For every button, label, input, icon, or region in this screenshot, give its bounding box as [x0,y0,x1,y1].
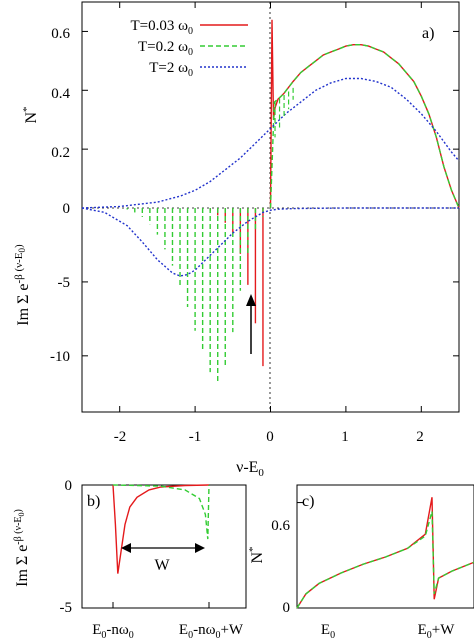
ytick-label: 0 [65,478,73,494]
legend: T=0.03 ω0 T=0.2 ω0 T=2 ω0 [131,18,248,79]
legend-entry: T=0.03 ω0 [131,18,194,37]
ytick-label: 0.6 [51,26,70,42]
panel-b-line-0 [112,484,210,574]
w-label: W [154,557,170,574]
panel-a: 0.6 0.4 0.2 0 -5 -10 -2 -1 0 1 2 ν-E0 N*… [13,1,460,479]
ytick-label: 0.4 [51,86,70,102]
nstar-line-t-2-0 [81,77,460,209]
panel-b-line-1 [112,484,210,540]
panel-a-ticks [82,2,459,412]
nstar-line-t-0-2-0 [269,44,460,209]
ytick-label: 0.6 [271,518,290,534]
xtick-label: -1 [189,429,202,445]
panel-c-line-1 [296,511,474,609]
width-arrow [121,543,205,553]
y-axis-label-imsigma: Im Σ e-β (ν-E0) [13,244,32,326]
panel-b-data [112,484,210,608]
xtick-label: E0-nω0 [92,622,134,641]
panel-a-label: a) [422,25,434,42]
legend-entry: T=0.2 ω0 [138,39,193,58]
imsigma-line-t-2-0 [81,207,459,277]
ytick-label: 0.2 [51,145,70,161]
xtick-label: E0+W [418,622,456,641]
xtick-label: E0 [321,622,335,641]
panel-b: 0 -5 b) W Im Σ e-β (ν-E0) E0-nω0 E0-nω0+… [13,478,247,641]
panel-c-data [296,497,474,609]
xtick-label: 2 [416,429,424,445]
panel-b-y-label: Im Σ e-β (ν-E0) [13,509,31,587]
panel-c-line-0 [296,497,474,609]
legend-entry: T=2 ω0 [149,60,193,79]
panel-c-frame [296,484,474,609]
x-axis-label: ν-E0 [236,459,264,479]
ytick-label: 0 [63,201,71,217]
xtick-label: E0-nω0+W [179,622,244,641]
panel-b-frame [81,484,247,609]
panel-c-y-label: N* [247,546,266,563]
panel-a-data [81,19,460,381]
panel-c: 0.6 0 c) N* E0 E0+W [247,484,474,641]
ytick-label: 0 [283,600,291,616]
ytick-label: -5 [58,275,71,291]
ytick-label: -10 [50,349,70,365]
xtick-label: -2 [114,429,127,445]
panel-c-label: c) [302,493,314,510]
arrow-annotation [246,294,256,354]
nstar-line-t-0-03-0 [269,19,460,209]
xtick-label: 1 [341,429,349,445]
panel-b-label: b) [87,493,100,510]
y-axis-label-nstar: N* [21,106,40,123]
xtick-label: 0 [266,429,274,445]
ytick-label: -5 [60,600,73,616]
